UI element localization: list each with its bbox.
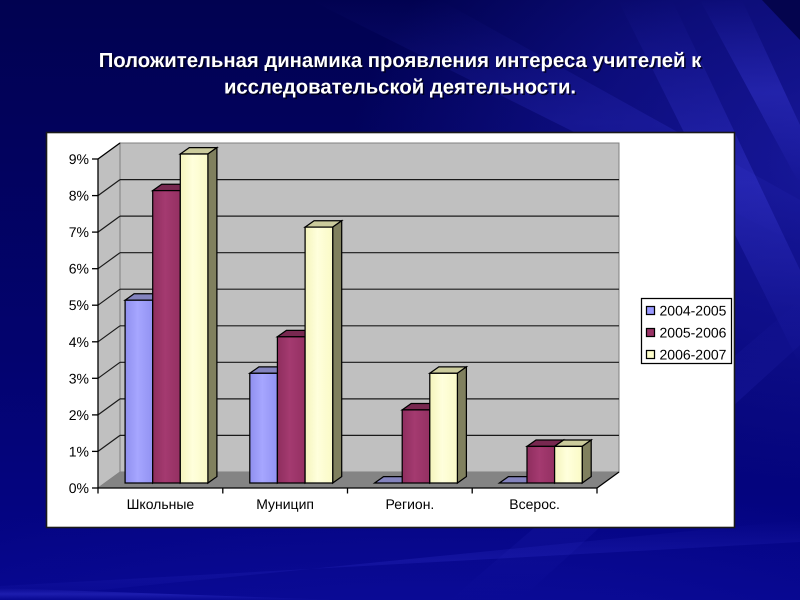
svg-text:0%: 0% <box>69 480 89 496</box>
svg-text:2005-2006: 2005-2006 <box>660 325 727 341</box>
svg-text:4%: 4% <box>69 334 89 350</box>
svg-text:исследовательской деятельности: исследовательской деятельности. <box>224 76 576 98</box>
svg-text:6%: 6% <box>69 261 89 277</box>
svg-text:2006-2007: 2006-2007 <box>660 347 727 363</box>
svg-text:2004-2005: 2004-2005 <box>660 303 727 319</box>
svg-text:Регион.: Регион. <box>385 496 434 512</box>
svg-text:8%: 8% <box>69 188 89 204</box>
svg-text:1%: 1% <box>69 443 89 459</box>
svg-text:Всерос.: Всерос. <box>509 496 560 512</box>
svg-text:исследовательской деятельности: исследовательской деятельности. <box>226 78 578 100</box>
svg-text:Положительная динамика проявле: Положительная динамика проявления интере… <box>99 50 702 72</box>
svg-text:3%: 3% <box>69 370 89 386</box>
svg-text:2%: 2% <box>69 407 89 423</box>
svg-text:5%: 5% <box>69 297 89 313</box>
svg-text:Школьные: Школьные <box>127 496 195 512</box>
svg-text:9%: 9% <box>69 151 89 167</box>
svg-text:Муницип: Муницип <box>256 496 314 512</box>
svg-text:Положительная динамика проявле: Положительная динамика проявления интере… <box>100 52 703 74</box>
svg-text:7%: 7% <box>69 224 89 240</box>
